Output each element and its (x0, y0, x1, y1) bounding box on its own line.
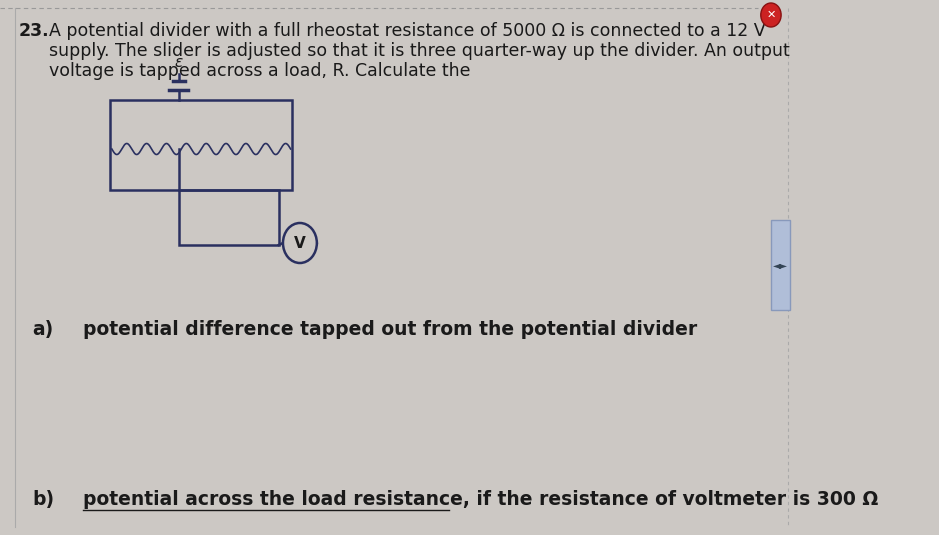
Text: potential difference tapped out from the potential divider: potential difference tapped out from the… (83, 320, 698, 339)
Text: 23.: 23. (19, 22, 49, 40)
Text: ✕: ✕ (766, 10, 776, 20)
Bar (771, 220, 790, 310)
Text: supply. The slider is adjusted so that it is three quarter-way up the divider. A: supply. The slider is adjusted so that i… (49, 42, 790, 60)
Text: V: V (294, 235, 306, 250)
Text: ◄►: ◄► (773, 260, 788, 270)
Text: potential across the load resistance, if the resistance of voltmeter is 300 Ω: potential across the load resistance, if… (83, 490, 878, 509)
Text: voltage is tapped across a load, R. Calculate the: voltage is tapped across a load, R. Calc… (49, 62, 470, 80)
Circle shape (761, 3, 781, 27)
Circle shape (283, 223, 316, 263)
Text: b): b) (32, 490, 54, 509)
Text: A potential divider with a full rheostat resistance of 5000 Ω is connected to a : A potential divider with a full rheostat… (49, 22, 766, 40)
Text: a): a) (32, 320, 54, 339)
Text: ε: ε (175, 55, 183, 70)
